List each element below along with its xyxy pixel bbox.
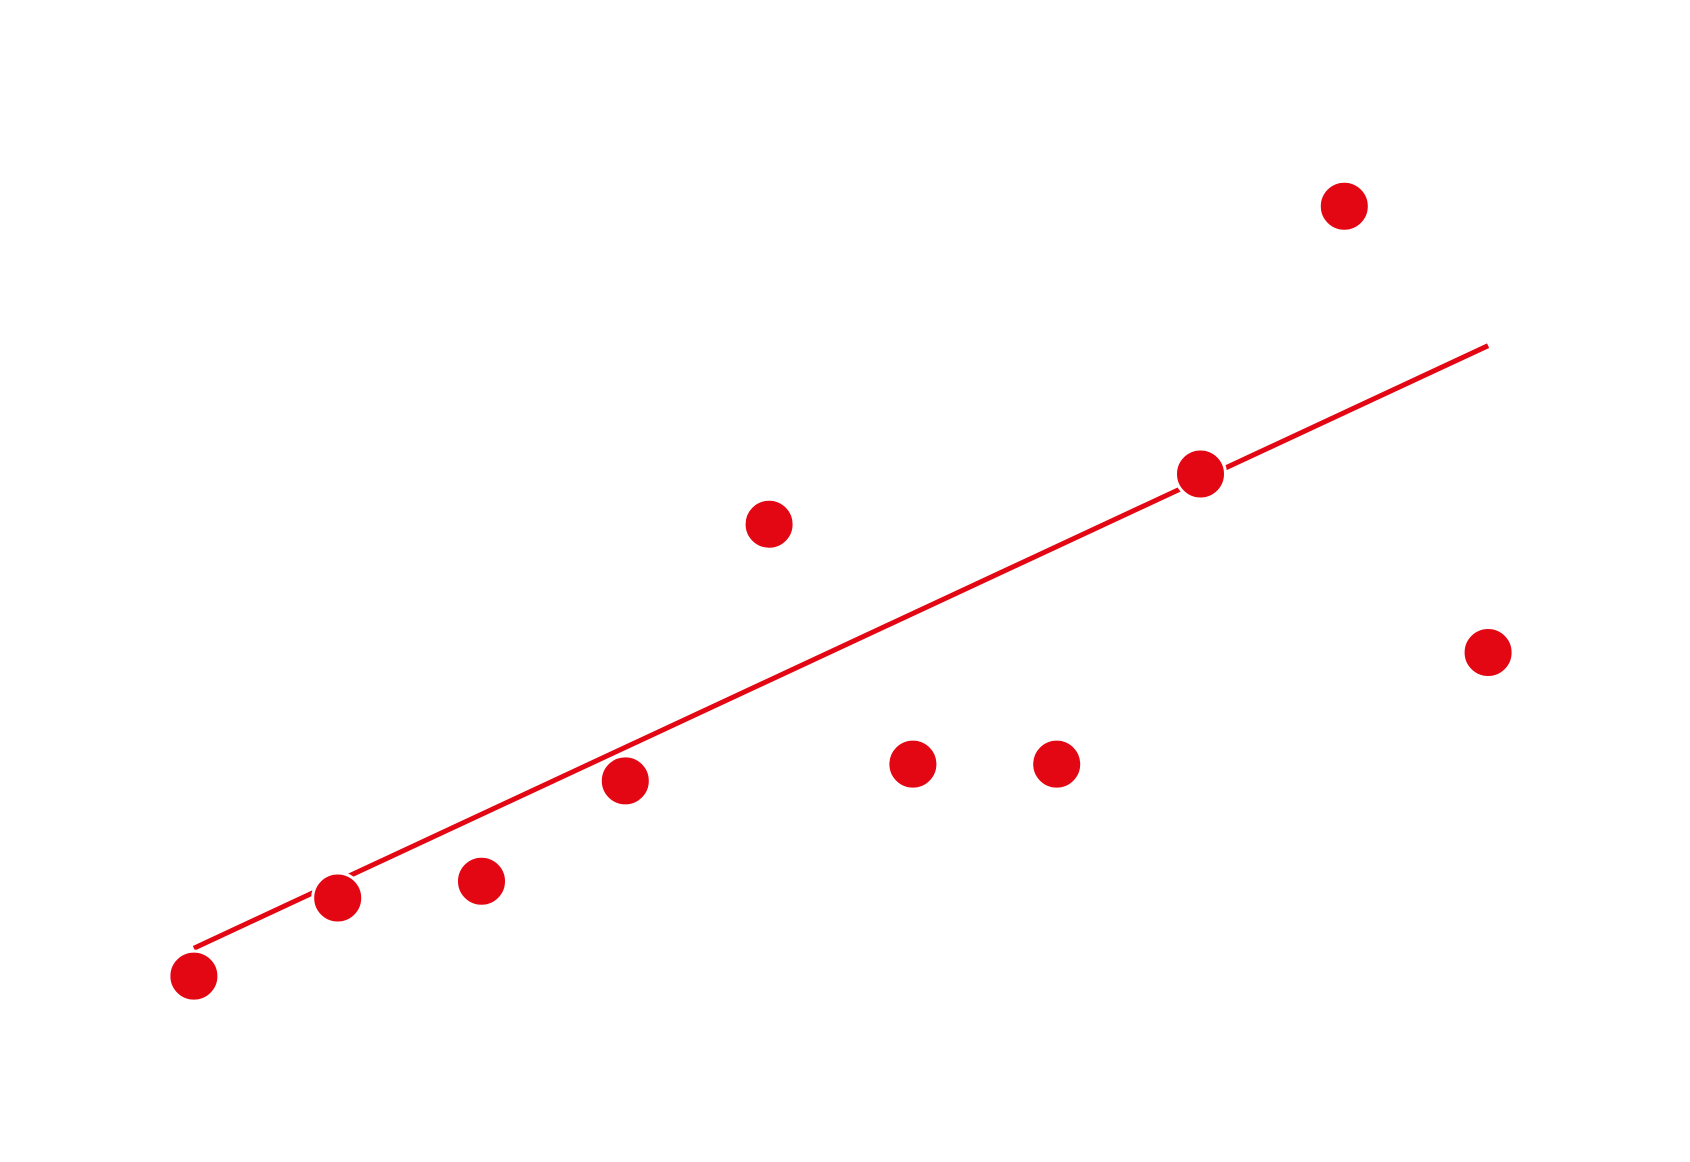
trendline: [192, 343, 1490, 951]
data-point: [1030, 737, 1084, 791]
data-point: [311, 871, 365, 925]
data-point: [167, 949, 221, 1003]
data-point: [886, 737, 940, 791]
trendline-layer: [192, 343, 1490, 951]
data-point: [455, 854, 508, 908]
data-point: [598, 754, 652, 808]
data-point: [1461, 626, 1515, 680]
data-point: [1317, 179, 1371, 233]
data-point: [1174, 447, 1227, 501]
data-point: [742, 497, 796, 551]
data-points-layer: [167, 179, 1515, 1003]
